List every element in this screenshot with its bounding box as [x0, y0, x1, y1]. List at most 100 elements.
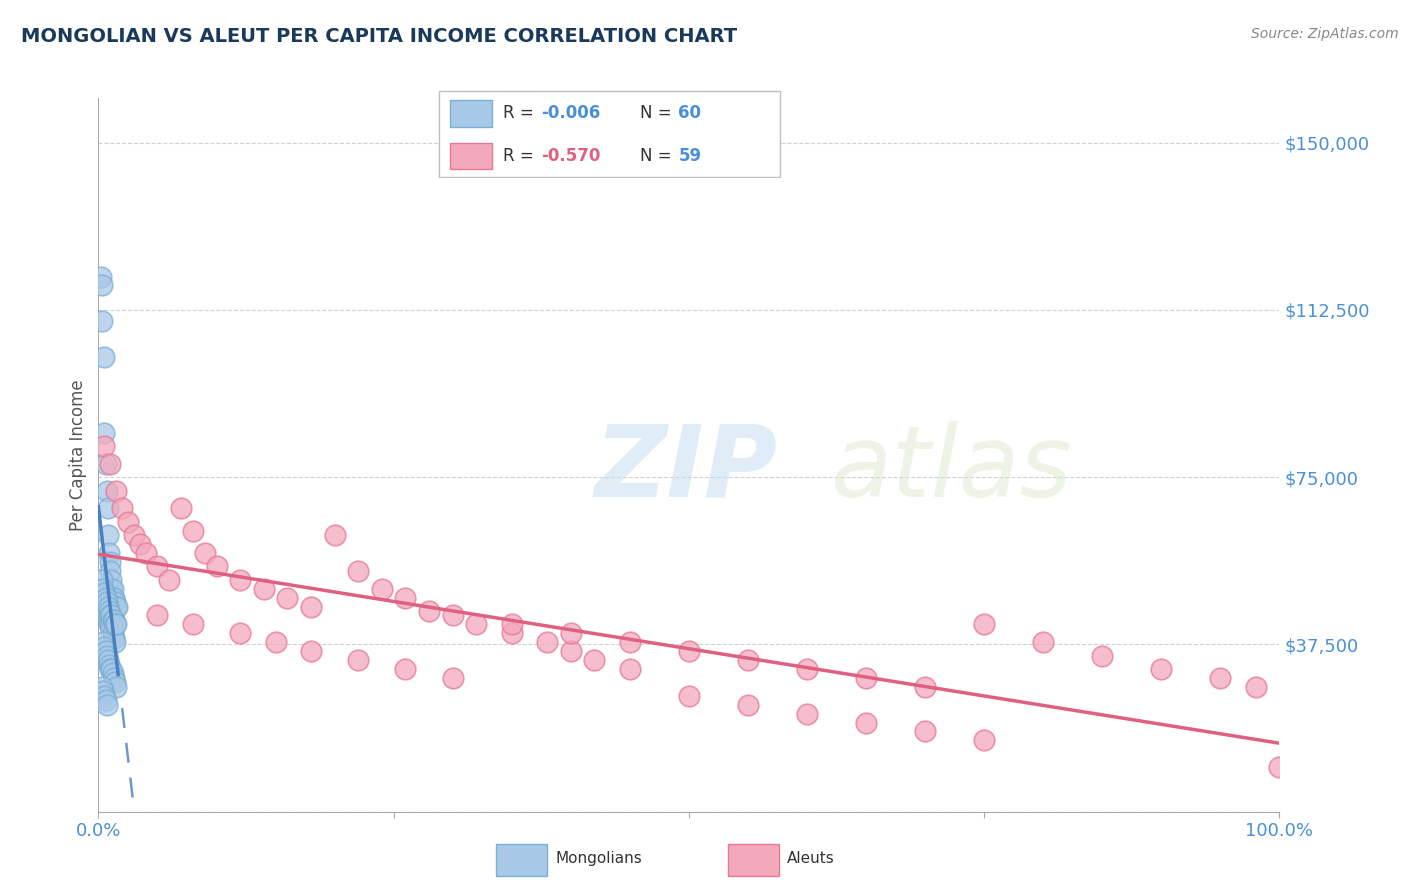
- Point: [94, 608, 117, 623]
- Point: [91, 680, 114, 694]
- Point: [96, 648, 118, 663]
- Point: [441, 671, 464, 685]
- Point: [103, 631, 125, 645]
- Point: [229, 626, 252, 640]
- Point: [97, 599, 120, 614]
- Text: MONGOLIAN VS ALEUT PER CAPITA INCOME CORRELATION CHART: MONGOLIAN VS ALEUT PER CAPITA INCOME COR…: [21, 27, 737, 45]
- Point: [98, 657, 121, 672]
- Point: [100, 608, 122, 623]
- Text: -0.570: -0.570: [541, 147, 600, 165]
- Point: [128, 537, 150, 551]
- Point: [98, 662, 121, 676]
- Point: [91, 635, 114, 649]
- Point: [105, 599, 128, 614]
- Text: ZIP: ZIP: [595, 421, 778, 517]
- Text: Mongolians: Mongolians: [555, 851, 643, 866]
- Point: [1091, 648, 1114, 663]
- Point: [91, 573, 114, 587]
- Point: [560, 626, 582, 640]
- Text: atlas: atlas: [831, 421, 1073, 517]
- Point: [501, 617, 523, 632]
- Point: [157, 573, 180, 587]
- Text: N =: N =: [640, 104, 676, 122]
- Text: N =: N =: [640, 147, 676, 165]
- Point: [104, 595, 127, 609]
- Text: Source: ZipAtlas.com: Source: ZipAtlas.com: [1251, 27, 1399, 41]
- Point: [394, 662, 416, 676]
- FancyBboxPatch shape: [728, 844, 779, 876]
- Point: [98, 555, 121, 569]
- Point: [98, 604, 121, 618]
- Point: [619, 662, 641, 676]
- Text: 59: 59: [679, 147, 702, 165]
- Point: [441, 608, 464, 623]
- Point: [914, 724, 936, 739]
- Point: [323, 528, 346, 542]
- Point: [93, 425, 115, 440]
- Point: [465, 617, 488, 632]
- Text: R =: R =: [503, 147, 538, 165]
- Point: [96, 608, 118, 623]
- Point: [117, 515, 139, 529]
- Point: [97, 501, 120, 516]
- Point: [94, 693, 117, 707]
- Point: [97, 613, 120, 627]
- Point: [105, 680, 128, 694]
- Point: [583, 653, 606, 667]
- Point: [276, 591, 298, 605]
- Point: [105, 617, 128, 632]
- Point: [146, 559, 169, 574]
- Point: [93, 586, 115, 600]
- Point: [91, 278, 114, 293]
- Point: [91, 314, 114, 328]
- FancyBboxPatch shape: [439, 91, 780, 177]
- FancyBboxPatch shape: [496, 844, 547, 876]
- Point: [97, 528, 120, 542]
- Point: [101, 582, 124, 596]
- FancyBboxPatch shape: [450, 143, 492, 169]
- Point: [94, 591, 117, 605]
- Point: [181, 617, 204, 632]
- Point: [105, 483, 128, 498]
- Point: [104, 635, 127, 649]
- Point: [1032, 635, 1054, 649]
- Point: [347, 653, 370, 667]
- Point: [1209, 671, 1232, 685]
- Point: [100, 622, 122, 636]
- Point: [678, 689, 700, 703]
- Point: [560, 644, 582, 658]
- Point: [100, 573, 122, 587]
- Point: [914, 680, 936, 694]
- Point: [418, 604, 440, 618]
- Point: [205, 559, 228, 574]
- Text: R =: R =: [503, 104, 538, 122]
- Point: [96, 483, 118, 498]
- Point: [101, 591, 124, 605]
- Point: [501, 626, 523, 640]
- Point: [394, 591, 416, 605]
- Text: 60: 60: [679, 104, 702, 122]
- Point: [103, 671, 125, 685]
- Point: [104, 675, 127, 690]
- Point: [1268, 760, 1291, 774]
- Point: [97, 653, 120, 667]
- Point: [91, 684, 114, 698]
- Point: [93, 439, 115, 453]
- Point: [111, 501, 134, 516]
- Point: [96, 698, 118, 712]
- Point: [170, 501, 193, 516]
- Point: [93, 604, 115, 618]
- Point: [93, 640, 115, 654]
- Point: [94, 457, 117, 471]
- Point: [98, 617, 121, 632]
- Point: [104, 617, 127, 632]
- FancyBboxPatch shape: [450, 100, 492, 127]
- Point: [737, 698, 759, 712]
- Point: [1244, 680, 1267, 694]
- Point: [796, 706, 818, 721]
- Point: [973, 617, 995, 632]
- Point: [103, 591, 125, 605]
- Point: [93, 689, 115, 703]
- Point: [181, 524, 204, 538]
- Point: [94, 644, 117, 658]
